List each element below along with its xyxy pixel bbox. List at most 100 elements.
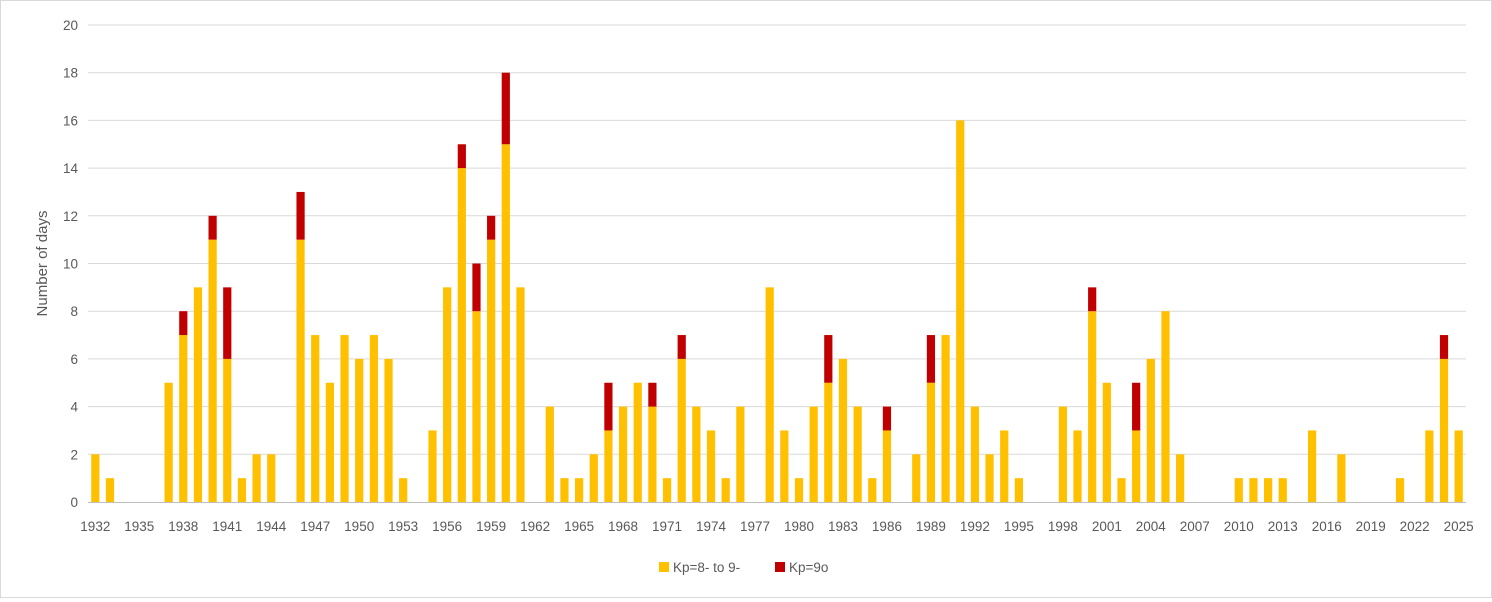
- bar-kp8-1961: [516, 287, 525, 502]
- bar-kp8-2003: [1132, 430, 1141, 502]
- bar-kp8-1941: [223, 358, 232, 502]
- x-tick-label: 1941: [212, 519, 242, 534]
- x-tick-label: 1974: [696, 519, 727, 534]
- x-tick-label: 2025: [1444, 519, 1474, 534]
- x-tick-label: 1959: [476, 519, 506, 534]
- x-tick-label: 1932: [80, 519, 110, 534]
- bar-kp8-2017: [1337, 454, 1346, 502]
- bar-kp8-1968: [618, 406, 628, 502]
- bar-kp8-1946: [296, 239, 305, 502]
- bar-kp8-1932: [91, 454, 100, 502]
- x-tick-label: 1956: [432, 519, 462, 534]
- x-tick-label: 1995: [1004, 519, 1034, 534]
- bar-kp8-1950: [355, 358, 364, 502]
- bar-kp8-1979: [780, 430, 789, 502]
- bar-kp8-2015: [1307, 430, 1317, 502]
- bar-kp8-1969: [633, 382, 642, 502]
- x-tick-label: 1935: [124, 519, 154, 534]
- bar-kp8-1999: [1073, 430, 1082, 502]
- bar-kp8-2024: [1439, 358, 1449, 502]
- bar-kp8-1942: [237, 478, 247, 502]
- bar-kp9-1940: [208, 215, 217, 240]
- bar-kp8-1939: [193, 287, 203, 502]
- x-tick-label: 1944: [256, 519, 287, 534]
- bar-kp8-1944: [267, 454, 276, 502]
- bar-kp8-2010: [1234, 478, 1243, 502]
- gridlines: [88, 24, 1466, 455]
- bar-kp8-1937: [164, 382, 173, 502]
- bar-kp9-2000: [1088, 287, 1097, 312]
- x-tick-label: 1971: [652, 519, 682, 534]
- bar-kp8-1983: [838, 358, 848, 502]
- bar-kp8-1957: [457, 168, 466, 502]
- bar-kp8-2021: [1395, 478, 1405, 502]
- bar-kp8-1978: [765, 287, 774, 502]
- bar-kp8-1938: [179, 335, 188, 502]
- bar-kp8-1952: [384, 358, 393, 502]
- bar-kp8-1965: [575, 478, 584, 502]
- x-tick-label: 2019: [1356, 519, 1386, 534]
- bar-kp9-1958: [472, 263, 481, 312]
- legend-label-kp9: Kp=9o: [789, 560, 828, 575]
- bar-kp8-1976: [736, 406, 745, 502]
- bar-kp8-1943: [252, 454, 261, 502]
- bar-kp8-2011: [1249, 478, 1258, 502]
- bar-kp8-1992: [970, 406, 979, 502]
- y-tick-label: 18: [63, 66, 78, 81]
- bar-kp8-1981: [809, 406, 818, 502]
- x-tick-label: 1965: [564, 519, 594, 534]
- bar-kp8-1958: [472, 311, 481, 502]
- bar-kp9-1970: [648, 382, 657, 407]
- bar-kp9-1982: [824, 335, 833, 383]
- bar-kp8-1974: [706, 430, 716, 502]
- bar-kp9-1957: [457, 144, 466, 169]
- bar-kp8-1959: [487, 239, 496, 502]
- bar-kp8-1985: [868, 478, 877, 502]
- bar-kp8-1956: [443, 287, 452, 502]
- x-tick-label: 2013: [1268, 519, 1298, 534]
- x-axis-ticks: 1932 1935 1938 1941 1944 1947 1950 1953 1956 1959…: [80, 519, 1473, 534]
- bar-kp8-2013: [1278, 478, 1287, 502]
- bar-kp8-2004: [1146, 358, 1155, 502]
- bar-kp8-1960: [501, 144, 510, 502]
- bar-kp8-1963: [545, 406, 554, 502]
- bar-kp8-2025: [1454, 430, 1463, 502]
- bar-kp9-2024: [1439, 335, 1449, 359]
- x-tick-label: 1989: [916, 519, 946, 534]
- y-tick-label: 16: [63, 113, 78, 128]
- bar-kp8-1971: [662, 478, 672, 502]
- bar-kp8-1951: [369, 335, 378, 502]
- y-tick-label: 20: [63, 18, 78, 33]
- x-tick-label: 1938: [168, 519, 198, 534]
- x-tick-label: 1947: [300, 519, 330, 534]
- bar-kp8-1986: [882, 430, 892, 502]
- x-tick-label: 2010: [1224, 519, 1254, 534]
- bar-kp8-1995: [1014, 478, 1023, 502]
- bar-kp8-1933: [105, 478, 115, 502]
- bar-kp9-1986: [882, 406, 892, 431]
- y-axis-label: Number of days: [34, 211, 51, 317]
- x-tick-label: 2001: [1092, 519, 1122, 534]
- legend: Kp=8- to 9- Kp=9o: [659, 560, 828, 575]
- bar-kp8-1970: [648, 406, 657, 502]
- bar-kp8-1991: [956, 120, 965, 503]
- bar-kp8-1964: [560, 478, 569, 502]
- bar-kp8-1993: [985, 454, 994, 502]
- bar-kp8-1948: [325, 382, 334, 502]
- bar-kp8-2000: [1088, 311, 1097, 502]
- bar-kp8-2005: [1161, 311, 1170, 502]
- bar-kp9-1946: [296, 191, 305, 240]
- bar-kp9-1967: [604, 382, 613, 431]
- y-tick-label: 6: [70, 352, 78, 367]
- bar-kp8-1955: [428, 430, 437, 502]
- bar-kp8-1982: [824, 382, 833, 502]
- x-tick-label: 1968: [608, 519, 638, 534]
- bar-kp9-1972: [677, 335, 686, 359]
- x-tick-label: 1977: [740, 519, 770, 534]
- bar-kp8-2012: [1264, 478, 1273, 502]
- x-tick-label: 1998: [1048, 519, 1078, 534]
- bar-kp9-1989: [926, 335, 936, 383]
- bar-kp8-2006: [1176, 454, 1185, 502]
- y-tick-label: 8: [70, 304, 78, 319]
